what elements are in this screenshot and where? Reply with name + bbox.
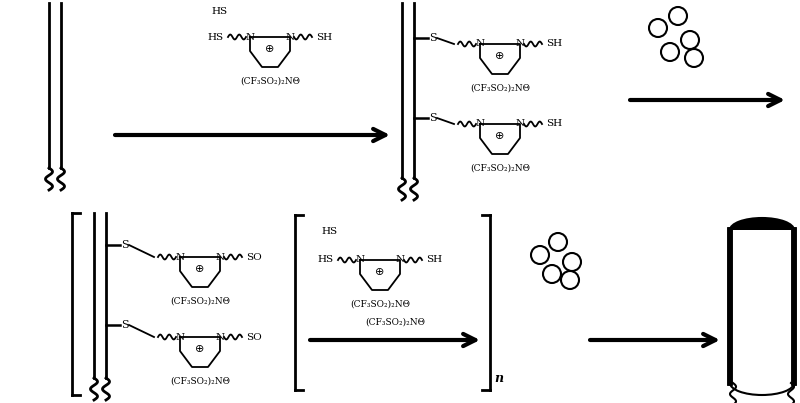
Text: N: N (175, 253, 185, 262)
Text: HS: HS (208, 33, 224, 42)
Text: N: N (395, 256, 405, 264)
Text: ⊕: ⊕ (195, 344, 205, 354)
Text: N: N (515, 39, 525, 48)
Text: SH: SH (316, 33, 332, 42)
Text: HS: HS (318, 256, 334, 264)
Text: N: N (215, 253, 225, 262)
Text: ⊕: ⊕ (266, 44, 274, 54)
Text: (CF₃SO₂)₂NΘ: (CF₃SO₂)₂NΘ (470, 84, 530, 93)
Text: SH: SH (546, 120, 562, 129)
Ellipse shape (730, 371, 794, 395)
Text: SO: SO (246, 253, 262, 262)
Text: N: N (286, 33, 294, 42)
Text: SH: SH (546, 39, 562, 48)
Text: S: S (121, 240, 129, 250)
Text: (CF₃SO₂)₂NΘ: (CF₃SO₂)₂NΘ (240, 77, 300, 86)
Text: ⊕: ⊕ (375, 267, 385, 277)
Text: SO: SO (246, 332, 262, 341)
Ellipse shape (730, 218, 794, 242)
Text: (CF₃SO₂)₂NΘ: (CF₃SO₂)₂NΘ (350, 300, 410, 309)
Text: N: N (475, 120, 485, 129)
Text: S: S (429, 113, 437, 123)
Text: ⊕: ⊕ (495, 51, 505, 61)
Text: (CF₃SO₂)₂NΘ: (CF₃SO₂)₂NΘ (365, 318, 425, 327)
Text: (CF₃SO₂)₂NΘ: (CF₃SO₂)₂NΘ (170, 297, 230, 306)
Text: HS: HS (212, 8, 228, 17)
Text: S: S (121, 320, 129, 330)
Text: N: N (355, 256, 365, 264)
Text: n: n (494, 372, 503, 384)
Text: N: N (475, 39, 485, 48)
Text: SH: SH (426, 256, 442, 264)
Text: N: N (215, 332, 225, 341)
Bar (732, 230, 792, 383)
Text: HS: HS (322, 228, 338, 237)
Text: N: N (515, 120, 525, 129)
Text: (CF₃SO₂)₂NΘ: (CF₃SO₂)₂NΘ (170, 377, 230, 386)
Text: S: S (429, 33, 437, 43)
Text: ⊕: ⊕ (195, 264, 205, 274)
Text: (CF₃SO₂)₂NΘ: (CF₃SO₂)₂NΘ (470, 164, 530, 173)
Text: N: N (246, 33, 254, 42)
Text: ⊕: ⊕ (495, 131, 505, 141)
Text: N: N (175, 332, 185, 341)
